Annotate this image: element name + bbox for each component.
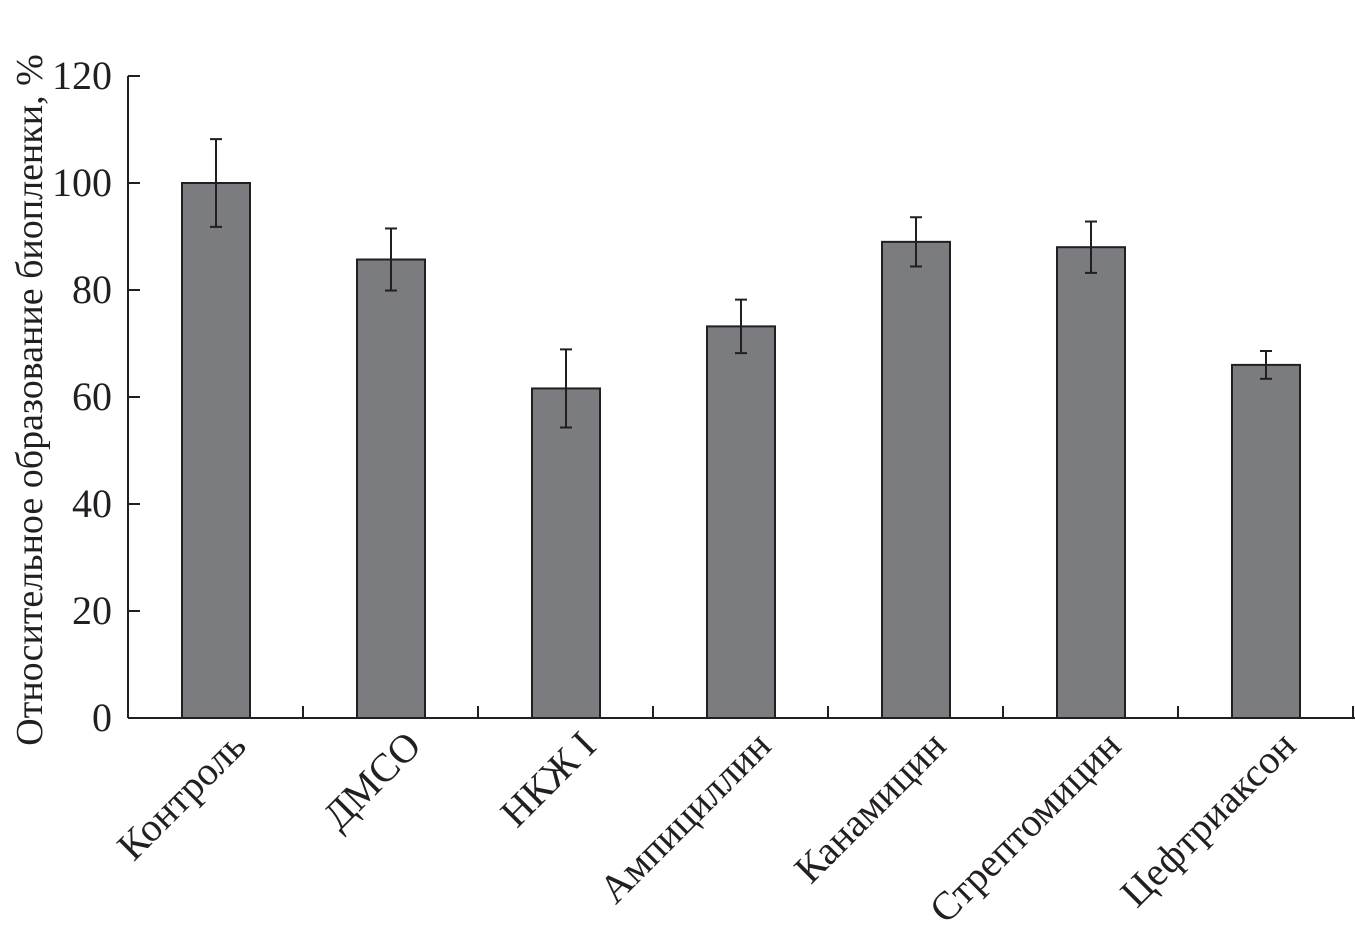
x-tick-label: Ампициллин	[590, 723, 779, 912]
bar	[881, 240, 951, 719]
bar	[1056, 246, 1126, 719]
x-tick-label: ДМСО	[314, 723, 430, 839]
y-tick-label: 40	[72, 481, 112, 526]
y-tick-label: 80	[72, 267, 112, 312]
y-tick-label: 20	[72, 588, 112, 633]
bar	[356, 258, 426, 719]
y-tick-label: 0	[92, 695, 112, 740]
x-tick-label: Цефтриаксон	[1111, 723, 1304, 916]
bar	[181, 182, 251, 719]
bar	[706, 325, 776, 719]
y-tick-label: 100	[52, 160, 112, 205]
x-tick-label: Контроль	[108, 723, 254, 869]
bar	[1231, 363, 1301, 719]
y-tick-label: 60	[72, 374, 112, 419]
bar	[531, 387, 601, 719]
y-tick-label: 120	[52, 53, 112, 98]
y-axis-title: Относительное образование биопленки, %	[9, 54, 51, 745]
x-tick-label: НКЖ I	[491, 723, 604, 836]
x-tick-label: Канамицин	[785, 723, 954, 892]
